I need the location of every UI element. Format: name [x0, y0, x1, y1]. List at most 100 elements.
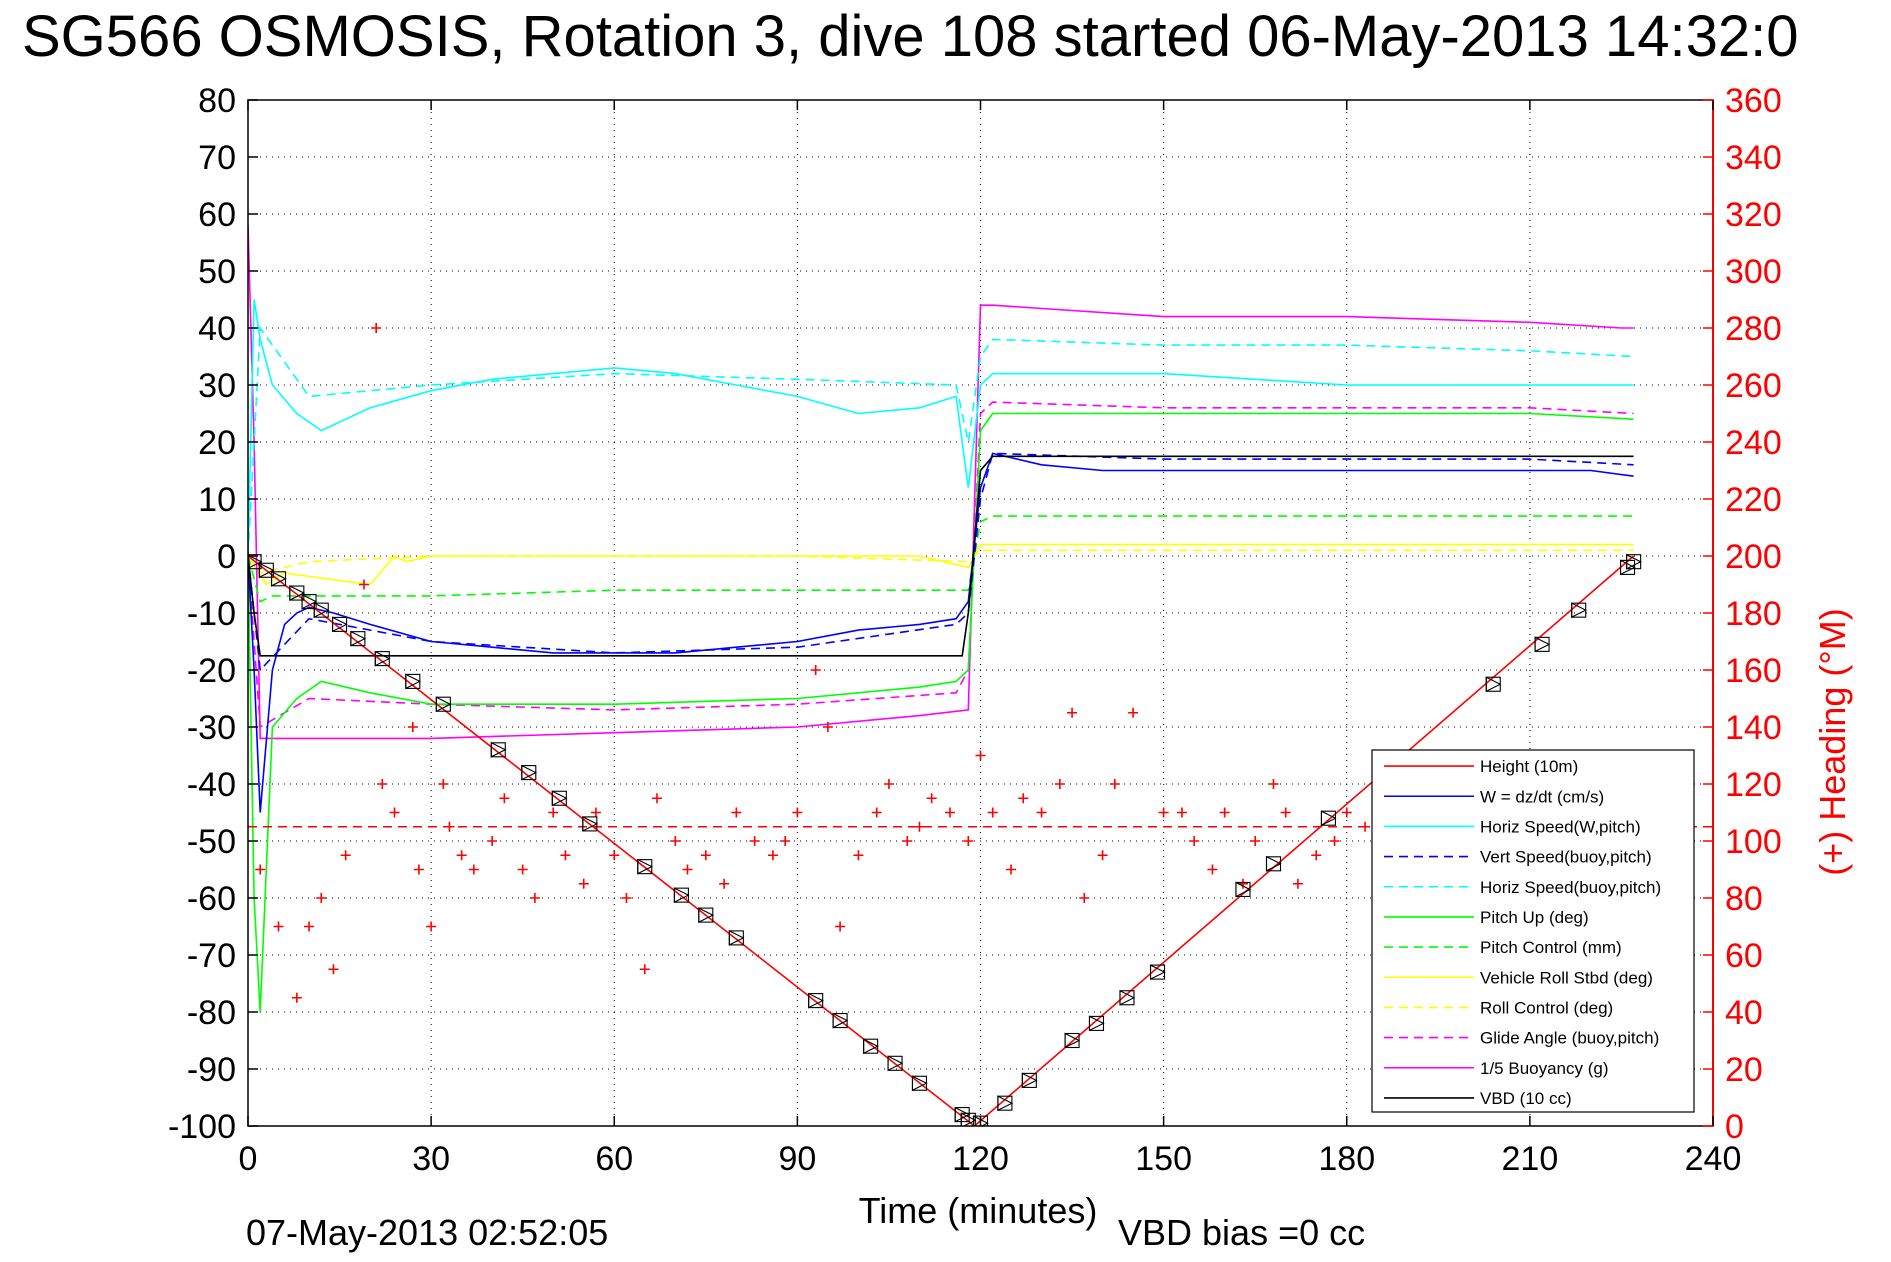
heading-point	[438, 779, 449, 789]
depth-marker	[435, 696, 452, 713]
depth-marker	[313, 602, 330, 619]
heading-point	[1207, 864, 1218, 875]
heading-point	[499, 793, 510, 804]
heading-point	[529, 893, 540, 903]
heading-point	[371, 323, 382, 333]
series-line-pitch-up-deg	[248, 412, 1634, 1013]
legend-box	[1371, 749, 1695, 1113]
heading-point	[560, 850, 571, 861]
depth-marker	[887, 1055, 904, 1072]
heading-point	[1054, 779, 1065, 789]
y-right-tick-label: 40	[1725, 994, 1763, 1032]
depth-marker	[289, 585, 306, 601]
x-tick-label: 210	[1502, 1140, 1559, 1178]
depth-marker	[960, 1112, 977, 1126]
legend-label: W = dz/dt (cm/s)	[1480, 787, 1604, 806]
heading-point	[1189, 836, 1200, 846]
y-right-tick-label: 100	[1725, 823, 1782, 861]
y-tick-label: 10	[198, 481, 236, 519]
depth-marker	[1265, 855, 1282, 872]
depth-marker	[521, 764, 538, 781]
depth-marker	[1571, 602, 1587, 619]
depth-marker	[258, 562, 275, 579]
y-right-tick-label: 260	[1725, 367, 1782, 405]
heading-point	[963, 836, 974, 846]
y-tick-label: 0	[217, 538, 236, 576]
y-right-tick-label: 360	[1725, 82, 1782, 120]
depth-marker	[248, 554, 263, 570]
heading-point	[578, 878, 589, 889]
y-tick-label: -50	[187, 823, 236, 861]
y-right-tick-label: 200	[1725, 538, 1782, 576]
heading-point	[871, 807, 882, 818]
depth-marker	[490, 741, 507, 758]
depth-marker	[374, 650, 391, 667]
y-right-tick-label: 80	[1725, 880, 1763, 918]
heading-point	[1006, 864, 1017, 875]
heading-point	[358, 579, 369, 590]
y-right-tick-label: 320	[1725, 196, 1782, 234]
heading-point	[792, 807, 803, 818]
heading-point	[487, 836, 498, 846]
depth-marker	[405, 673, 422, 690]
depth-marker	[1119, 989, 1136, 1006]
heading-point	[1311, 850, 1322, 861]
depth-marker	[1485, 676, 1502, 693]
y-right-tick-label: 60	[1725, 937, 1763, 975]
heading-point	[853, 850, 864, 861]
y-right-tick-label: 160	[1725, 652, 1782, 690]
depth-marker	[1149, 964, 1166, 980]
heading-point	[1079, 893, 1090, 903]
heading-point	[609, 850, 620, 861]
heading-point	[700, 850, 711, 861]
y-tick-label: -10	[187, 595, 236, 633]
depth-marker	[1021, 1072, 1038, 1089]
depth-marker	[954, 1106, 971, 1123]
series-line-pitch-control-mm	[248, 515, 1634, 603]
y-right-tick-label: 140	[1725, 709, 1782, 747]
depth-marker	[1320, 810, 1337, 827]
series-line-w-dz-dt-cm-s	[248, 452, 1634, 813]
depth-marker	[728, 930, 745, 946]
y-tick-label: -70	[187, 937, 236, 975]
heading-point	[1128, 707, 1139, 718]
depth-marker	[1088, 1015, 1105, 1032]
heading-point	[377, 779, 388, 789]
y-right-tick-label: 0	[1725, 1108, 1744, 1146]
heading-point	[340, 850, 351, 861]
heading-point	[767, 850, 778, 861]
heading-point	[822, 722, 833, 732]
depth-marker	[1235, 881, 1252, 898]
heading-point	[316, 893, 327, 903]
heading-point	[1109, 779, 1120, 789]
heading-point	[621, 893, 632, 903]
y-right-tick-label: 240	[1725, 424, 1782, 462]
depth-marker	[551, 790, 568, 807]
depth-marker	[1064, 1032, 1081, 1049]
heading-point	[590, 807, 601, 818]
heading-point	[749, 836, 760, 846]
series-line-1-5-buoyancy-g	[248, 225, 1634, 740]
heading-point	[413, 864, 424, 875]
heading-point	[731, 807, 742, 818]
y-tick-label: 70	[198, 139, 236, 177]
heading-point	[456, 850, 467, 861]
heading-point	[1250, 836, 1261, 846]
heading-point	[1219, 807, 1230, 818]
depth-marker	[1619, 559, 1636, 576]
heading-point	[670, 836, 681, 846]
x-tick-label: 150	[1135, 1140, 1192, 1178]
right-axis-label: (+) Heading (°M)	[1812, 608, 1853, 875]
heading-point	[780, 836, 791, 846]
heading-point	[651, 793, 662, 804]
ticks: 0 30 60 90 120 150 180 210 240-100-90-80-70-60-5…	[168, 82, 1782, 1178]
heading-point	[426, 921, 437, 932]
depth-marker	[863, 1038, 879, 1055]
heading-point	[389, 807, 400, 818]
series-line-vert-speed-buoy-pitch	[248, 452, 1634, 672]
heading-point	[682, 864, 693, 875]
legend-label: Horiz Speed(buoy,pitch)	[1480, 878, 1661, 897]
heading-point	[835, 921, 846, 932]
legend-label: Roll Control (deg)	[1480, 998, 1613, 1017]
